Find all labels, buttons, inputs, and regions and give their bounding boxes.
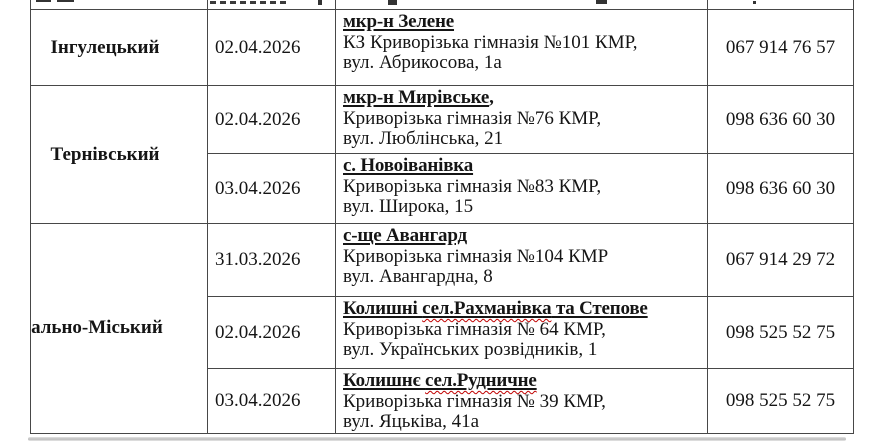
- phone-cell: 098 636 60 30: [707, 85, 854, 154]
- cut-text-fragment: [753, 1, 756, 4]
- district-name: нтрально-Міський: [31, 315, 166, 342]
- table-row: Тернівський 02.04.2026 мкр-н Мирівське, …: [30, 85, 854, 224]
- district-name: Тернівський: [50, 143, 160, 165]
- school-line: Криворізька гімназія №76 КМР,: [343, 107, 602, 129]
- schedule-table: Інгулецький 02.04.2026 мкр-н Зелене КЗ К…: [30, 0, 854, 434]
- title-suffix: ,: [489, 87, 494, 108]
- location-cell: Колишнє сел.Рудничне Криворізька гімназі…: [335, 368, 708, 434]
- district-cell: Тернівський: [30, 85, 208, 224]
- location-title: мкр-н Мирівське,: [343, 87, 494, 108]
- location-title: Колишнє сел.Рудничне: [343, 370, 537, 391]
- phone-cell: 067 914 29 72: [707, 223, 854, 297]
- table-row: 02.04.2026 Колишні сел.Рахманівка та Сте…: [31, 296, 854, 369]
- school-line: Криворізька гімназія №83 КМР,: [343, 175, 602, 197]
- street-line: вул. Абрикосова, 1а: [343, 52, 502, 73]
- school-line: Криворізька гімназія № 64 КМР,: [343, 318, 606, 340]
- cut-text-fragment: [57, 0, 74, 2]
- phone-cell: 098 636 60 30: [707, 153, 854, 224]
- table-row: 03.04.2026 с. Новоіванівка Криворізька г…: [31, 153, 854, 224]
- street-line: вул. Авангардна, 8: [343, 266, 493, 287]
- street-line: вул. Широка, 15: [343, 196, 474, 217]
- location-cell: мкр-н Мирівське, Криворізька гімназія №7…: [335, 85, 708, 154]
- date-cell: 02.04.2026: [207, 85, 336, 154]
- location-title: с. Новоіванівка: [343, 155, 474, 176]
- school-line: Криворізька гімназія №104 КМР: [343, 245, 609, 267]
- street-line: вул. Яцьківа, 41а: [343, 411, 480, 432]
- district-cell: Інгулецький: [30, 9, 208, 86]
- location-cell: мкр-н Зелене КЗ Криворізька гімназія №10…: [335, 9, 708, 86]
- misspelled-text: сел.Рахманівка: [422, 298, 552, 319]
- district-name: Інгулецький: [50, 36, 160, 58]
- school-line: Криворізька гімназія № 39 КМР,: [343, 390, 606, 412]
- table-row: Інгулецький 02.04.2026 мкр-н Зелене КЗ К…: [30, 9, 854, 86]
- phone-cell: 098 525 52 75: [707, 296, 854, 369]
- phone-cell: 098 525 52 75: [707, 368, 854, 434]
- schedule-table-wrap: Інгулецький 02.04.2026 мкр-н Зелене КЗ К…: [30, 0, 854, 434]
- street-line: вул. Українських розвідників, 1: [343, 339, 598, 360]
- cropped-content-shadow: [28, 437, 846, 441]
- location-title: с-ще Авангард: [343, 225, 467, 246]
- date-cell: 31.03.2026: [207, 223, 336, 297]
- cut-text-fragment: [318, 0, 322, 5]
- location-cell: с-ще Авангард Криворізька гімназія №104 …: [335, 223, 708, 297]
- phone-cell: 067 914 76 57: [707, 9, 854, 86]
- date-cell: 03.04.2026: [207, 368, 336, 434]
- cut-text-fragment: [388, 0, 397, 5]
- table-row: 03.04.2026 Колишнє сел.Рудничне Криворіз…: [31, 368, 854, 434]
- location-title: мкр-н Зелене: [343, 11, 455, 32]
- table-row: нтрально-Міський 31.03.2026 с-ще Авангар…: [30, 223, 854, 434]
- date-cell: 03.04.2026: [207, 153, 336, 224]
- location-cell: Колишні сел.Рахманівка та Степове Кривор…: [335, 296, 708, 369]
- cut-text-fragment: [36, 0, 51, 2]
- cut-text-fragment: [210, 1, 286, 4]
- cut-off-row: [30, 0, 854, 10]
- cut-cell: [707, 0, 854, 10]
- date-cell: 02.04.2026: [207, 296, 336, 369]
- misspelled-text: сел.Рудничне: [425, 370, 537, 391]
- school-line: КЗ Криворізька гімназія №101 КМР,: [343, 31, 638, 53]
- cut-text-fragment: [596, 0, 607, 4]
- location-cell: с. Новоіванівка Криворізька гімназія №83…: [335, 153, 708, 224]
- date-cell: 02.04.2026: [207, 9, 336, 86]
- location-title: Колишні сел.Рахманівка та Степове: [343, 298, 648, 319]
- street-line: вул. Люблінська, 21: [343, 128, 504, 149]
- district-cell: нтрально-Міський: [30, 223, 208, 434]
